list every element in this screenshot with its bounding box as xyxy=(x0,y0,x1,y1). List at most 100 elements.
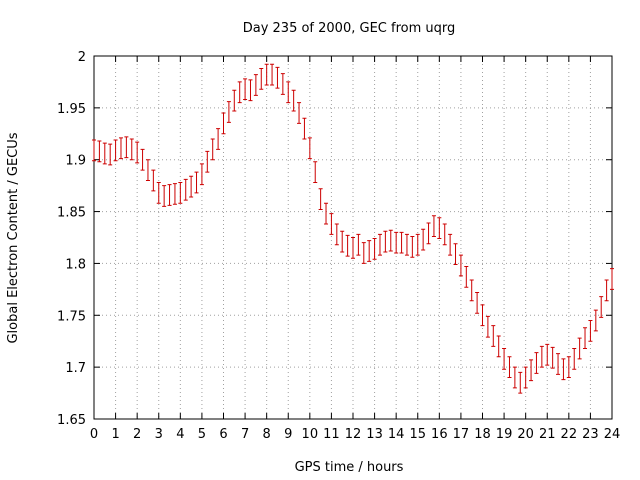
y-tick-label: 1.85 xyxy=(57,206,86,221)
error-bar-point xyxy=(599,296,604,318)
error-bar-point xyxy=(383,230,388,253)
error-bar-point xyxy=(221,112,226,135)
error-bar-point xyxy=(491,325,496,347)
error-bar-point xyxy=(577,337,582,360)
error-bar-point xyxy=(550,346,555,369)
error-bar-point xyxy=(475,291,480,314)
error-bar-point xyxy=(593,309,598,332)
x-tick-label: 24 xyxy=(604,427,621,442)
error-bar-point xyxy=(302,117,307,140)
error-bar-point xyxy=(124,136,129,159)
error-bar-point xyxy=(189,175,194,198)
error-bar-point xyxy=(496,335,501,358)
error-bar-point xyxy=(113,139,118,162)
error-bar-point xyxy=(280,73,285,95)
x-tick-label: 21 xyxy=(539,427,556,442)
error-bar-point xyxy=(270,63,275,86)
error-bar-point xyxy=(340,230,345,253)
grid-lines xyxy=(94,56,612,419)
error-bar-point xyxy=(194,171,199,194)
error-bar-point xyxy=(307,137,312,160)
x-tick-label: 15 xyxy=(409,427,426,442)
error-bar-point xyxy=(480,304,485,327)
error-bar-point xyxy=(453,243,458,265)
x-tick-label: 3 xyxy=(155,427,163,442)
error-bar-point xyxy=(464,266,469,288)
error-bar-point xyxy=(372,238,377,260)
error-bar-point xyxy=(291,89,296,112)
error-bar-point xyxy=(259,67,264,90)
x-tick-label: 2 xyxy=(133,427,141,442)
error-bar-point xyxy=(135,141,140,164)
error-bar-point xyxy=(610,268,614,290)
error-bar-point xyxy=(297,102,302,124)
error-bar-point xyxy=(529,359,534,382)
x-tick-label: 4 xyxy=(176,427,184,442)
error-bar-point xyxy=(118,137,123,160)
error-bar-point xyxy=(426,222,431,245)
error-bar-point xyxy=(183,178,188,201)
error-bar-point xyxy=(566,356,571,379)
error-bar-point xyxy=(367,240,372,262)
x-tick-label: 13 xyxy=(366,427,383,442)
x-tick-label: 9 xyxy=(284,427,292,442)
error-bar-point xyxy=(334,223,339,246)
error-bar-point xyxy=(243,78,248,101)
error-bar-point xyxy=(162,185,167,207)
error-bar-point xyxy=(431,215,436,237)
x-tick-label: 20 xyxy=(517,427,534,442)
y-tick-label: 1.9 xyxy=(65,154,86,169)
x-tick-label: 8 xyxy=(263,427,271,442)
error-bar-point xyxy=(226,101,231,123)
error-bar-point xyxy=(253,74,258,96)
x-tick-label: 16 xyxy=(431,427,448,442)
error-bar-point xyxy=(588,319,593,342)
error-bar-point xyxy=(448,233,453,256)
error-bar-point xyxy=(399,231,404,254)
error-bar-point xyxy=(421,228,426,251)
error-bar-point xyxy=(156,182,161,204)
error-bar-point xyxy=(216,128,221,150)
error-bar-point xyxy=(167,184,172,206)
error-bar-point xyxy=(92,139,96,162)
error-bar-point xyxy=(329,213,334,235)
error-bar-point xyxy=(286,81,291,104)
error-bar-point xyxy=(145,159,150,181)
error-bar-point xyxy=(518,371,523,394)
error-bar-point xyxy=(507,356,512,379)
x-tick-label: 11 xyxy=(323,427,340,442)
x-tick-label: 23 xyxy=(582,427,599,442)
error-bar-point xyxy=(178,182,183,204)
error-bar-point xyxy=(108,143,113,166)
error-bar-point xyxy=(324,202,329,225)
x-axis: 0 1 2 3 4 5 6 7 8 9 10 11 12 13 14 15 16 17 18 19 20 21 22 23 24 xyxy=(90,56,620,442)
chart-title: Day 235 of 2000, GEC from uqrg xyxy=(243,21,456,36)
error-bar-point xyxy=(388,229,393,252)
error-bar-point xyxy=(356,233,361,256)
y-axis: 1.65 1.7 1.75 1.8 1.85 1.9 1.95 2 xyxy=(57,50,612,428)
error-bar-point xyxy=(523,366,528,389)
x-tick-label: 10 xyxy=(302,427,319,442)
error-bar-point xyxy=(561,358,566,381)
error-bar-point xyxy=(458,254,463,277)
x-tick-label: 17 xyxy=(453,427,470,442)
error-bar-point xyxy=(442,223,447,246)
error-bar-point xyxy=(264,63,269,86)
error-bar-point xyxy=(361,242,366,264)
error-bar-point xyxy=(572,347,577,370)
error-bar-point xyxy=(545,343,550,366)
error-bar-point xyxy=(140,148,145,171)
error-bar-point xyxy=(345,234,350,257)
error-bar-point xyxy=(469,279,474,302)
error-bar-point xyxy=(534,352,539,374)
x-tick-label: 1 xyxy=(111,427,119,442)
error-bar-point xyxy=(199,163,204,186)
error-bar-point xyxy=(394,231,399,254)
error-bar-point xyxy=(437,217,442,240)
error-bar-point xyxy=(556,353,561,375)
y-tick-label: 1.65 xyxy=(57,413,86,428)
x-tick-label: 6 xyxy=(219,427,227,442)
error-bar-point xyxy=(318,188,323,210)
x-tick-label: 7 xyxy=(241,427,249,442)
